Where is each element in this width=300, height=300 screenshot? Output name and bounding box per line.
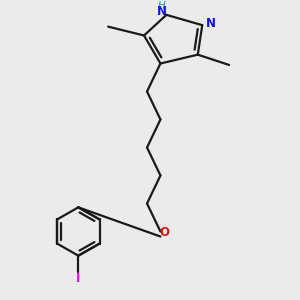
Text: O: O <box>159 226 169 239</box>
Text: N: N <box>206 17 216 30</box>
Text: I: I <box>76 272 80 285</box>
Text: N: N <box>157 5 167 18</box>
Text: H: H <box>158 1 166 11</box>
